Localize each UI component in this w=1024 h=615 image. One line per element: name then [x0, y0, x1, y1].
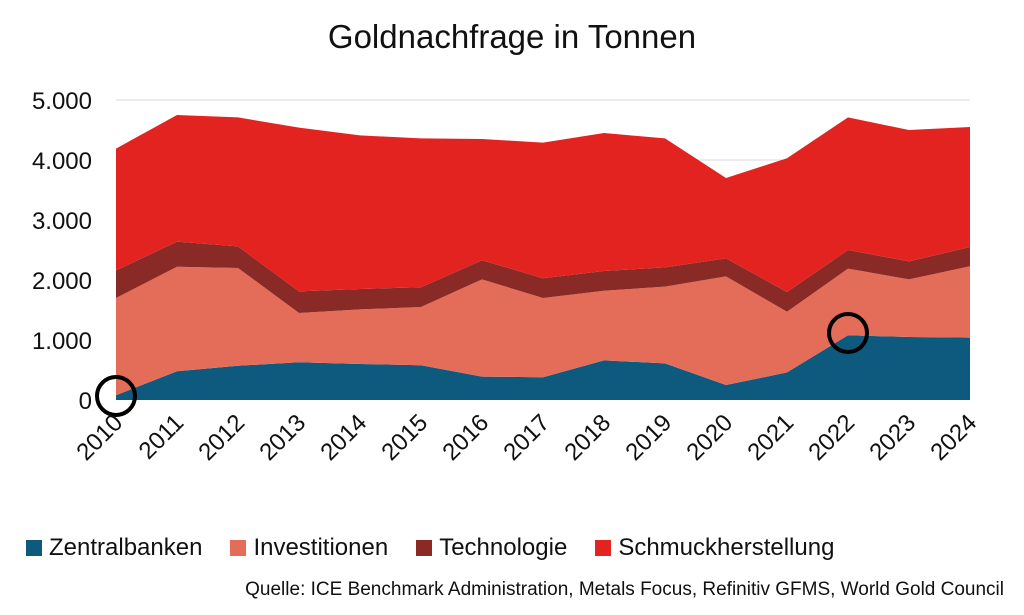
legend-item-investitionen: Investitionen	[230, 534, 388, 562]
x-tick-label: 2011	[134, 409, 190, 465]
x-tick-label: 2012	[193, 409, 250, 466]
chart-title: Goldnachfrage in Tonnen	[327, 18, 697, 55]
x-tick-label: 2023	[864, 409, 921, 466]
x-tick-label: 2013	[254, 409, 311, 466]
y-tick-label: 4.000	[32, 148, 92, 175]
x-tick-label: 2019	[620, 409, 677, 466]
legend-item-zentralbanken: Zentralbanken	[26, 534, 202, 562]
stacked-areas	[116, 115, 970, 400]
x-tick-label: 2018	[559, 409, 616, 466]
area-schmuckherstellung	[116, 115, 970, 292]
x-tick-label: 2014	[315, 409, 372, 466]
y-axis-ticks: 0 1.000 2.000 3.000 4.000 5.000	[32, 88, 92, 415]
source-note: Quelle: ICE Benchmark Administration, Me…	[245, 579, 1004, 600]
x-tick-label: 2015	[376, 409, 433, 466]
legend-label: Investitionen	[253, 534, 389, 561]
x-tick-label: 2022	[803, 409, 860, 466]
y-tick-label: 2.000	[32, 268, 92, 295]
x-tick-label: 2017	[498, 409, 555, 466]
area-zentralbanken	[116, 335, 970, 400]
area-investitionen	[116, 266, 970, 396]
y-tick-label: 5.000	[32, 88, 92, 115]
legend-label: Schmuckherstellung	[618, 534, 835, 561]
legend-swatch	[230, 540, 247, 556]
legend: Zentralbanken Investitionen Technologie …	[26, 534, 862, 562]
x-tick-label: 2024	[925, 409, 982, 466]
legend-swatch	[595, 540, 612, 556]
area-technologie	[116, 241, 970, 313]
legend-label: Technologie	[439, 534, 568, 561]
highlight-marker	[827, 312, 869, 354]
y-tick-label: 0	[79, 388, 92, 415]
highlight-marker	[95, 375, 137, 417]
legend-swatch	[416, 540, 433, 556]
x-tick-label: 2016	[437, 409, 494, 466]
legend-item-schmuckherstellung: Schmuckherstellung	[595, 534, 834, 562]
highlight-markers	[95, 312, 869, 417]
x-tick-label: 2021	[742, 409, 799, 466]
y-tick-label: 3.000	[32, 208, 92, 235]
legend-item-technologie: Technologie	[416, 534, 567, 562]
x-tick-label: 2010	[71, 409, 128, 466]
x-axis-ticks: 2010 2011 2012 2013 2014 2015 2016 2017 2018 2019…	[71, 409, 982, 466]
y-tick-label: 1.000	[32, 328, 92, 355]
legend-label: Zentralbanken	[49, 534, 203, 561]
x-tick-label: 2020	[681, 409, 738, 466]
legend-swatch	[26, 540, 42, 556]
